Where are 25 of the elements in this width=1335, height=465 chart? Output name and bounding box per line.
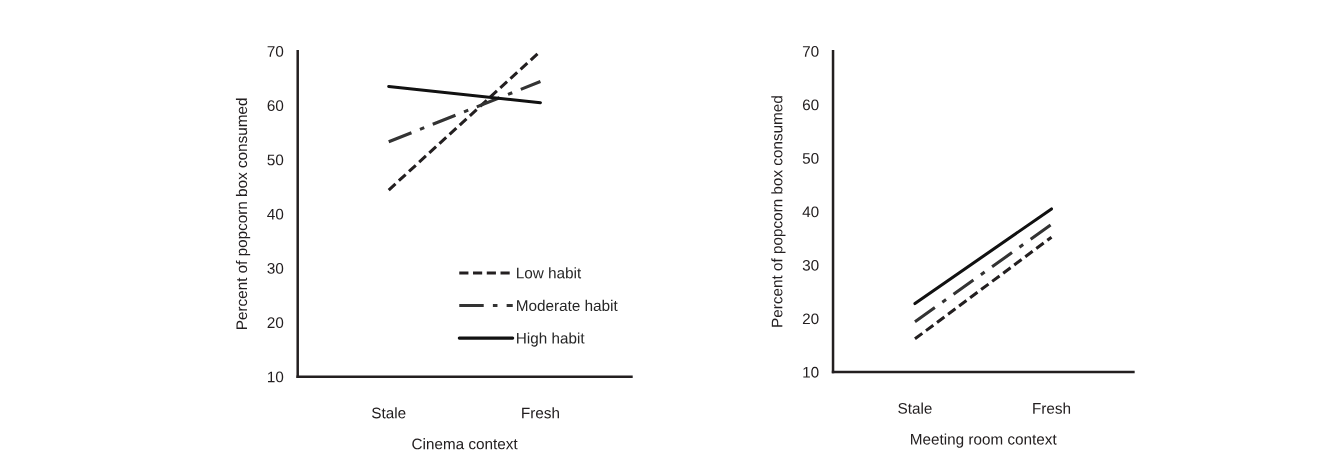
x-tick-label: Fresh xyxy=(522,407,559,419)
y-tick-label: 10 xyxy=(267,371,284,383)
y-tick-label: 20 xyxy=(802,313,819,325)
y-tick-label: 40 xyxy=(802,206,819,218)
x-tick-label: Stale xyxy=(898,402,932,414)
y-axis-title: Percent of popcorn box consumed xyxy=(771,96,786,327)
y-tick-label: 60 xyxy=(267,100,284,112)
y-tick-label: 10 xyxy=(803,366,819,378)
x-tick-label: Stale xyxy=(372,407,406,419)
y-tick-label: 30 xyxy=(802,259,819,271)
y-tick-label: 20 xyxy=(267,317,284,329)
y-tick-label: 30 xyxy=(267,263,284,274)
x-axis-title: Cinema context xyxy=(412,438,518,450)
y-tick-label: 50 xyxy=(267,154,284,166)
legend-label: Moderate habit xyxy=(517,299,618,312)
y-tick-label: 60 xyxy=(802,99,819,111)
y-axis-title: Percent of popcorn box consumed xyxy=(235,98,251,329)
y-tick-label: 40 xyxy=(267,208,284,220)
y-tick-label: 50 xyxy=(802,152,819,164)
x-tick-label: Fresh xyxy=(1033,402,1071,414)
x-axis-title: Meeting room context xyxy=(911,433,1057,448)
y-tick-label: 70 xyxy=(267,46,284,57)
legend-label: High habit xyxy=(517,332,585,347)
y-tick-label: 70 xyxy=(802,46,819,57)
legend-label: Low habit xyxy=(517,267,582,279)
